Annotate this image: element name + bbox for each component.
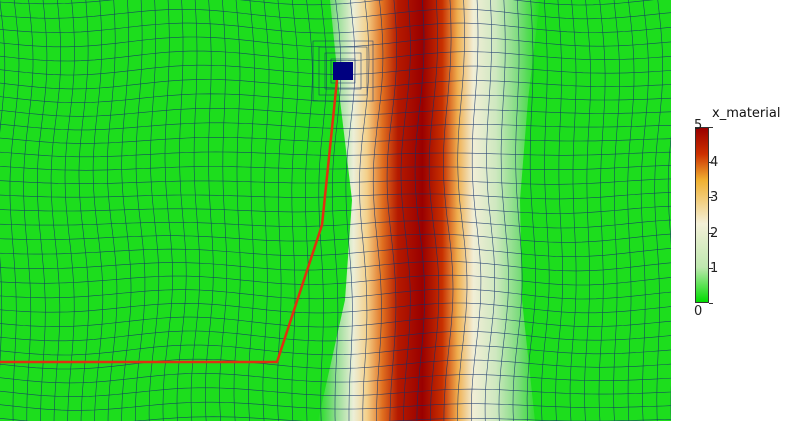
colorbar-tick-label: 1 xyxy=(710,260,719,276)
mesh-line-horizontal xyxy=(0,192,671,200)
mesh-line-horizontal xyxy=(0,50,671,62)
mesh-line-horizontal xyxy=(0,205,671,214)
mesh-line-horizontal xyxy=(0,219,671,229)
mesh-line-horizontal xyxy=(0,8,671,20)
mesh-line-horizontal xyxy=(0,233,671,243)
mesh-line-horizontal xyxy=(0,316,671,328)
mesh-line-horizontal xyxy=(0,22,671,34)
colorbar-tick-label: 0 xyxy=(694,304,703,319)
legend-panel xyxy=(671,0,800,421)
mesh-line-horizontal xyxy=(0,274,671,286)
mesh-line-horizontal xyxy=(0,261,671,272)
mesh-line-horizontal xyxy=(0,302,671,314)
colorbar-tick-label: 3 xyxy=(710,190,719,206)
mesh-line-horizontal xyxy=(0,330,671,342)
mesh-refinement-ring xyxy=(312,40,374,102)
mesh-line-horizontal xyxy=(0,288,671,300)
mesh-line-horizontal xyxy=(0,358,671,370)
colorbar-tick-mark xyxy=(709,197,713,199)
mesh-refinement-ring xyxy=(324,52,362,90)
mesh-line-horizontal xyxy=(0,344,671,356)
mesh-line-horizontal xyxy=(0,401,671,411)
material-band xyxy=(318,0,540,421)
colorbar xyxy=(695,127,709,303)
colorbar-tick-label: 4 xyxy=(710,155,719,171)
mesh-line-horizontal xyxy=(0,178,671,185)
mesh-line-horizontal xyxy=(0,373,671,384)
colorbar-tick-mark xyxy=(709,303,713,304)
crack-path xyxy=(0,79,339,364)
mesh-plot xyxy=(0,0,671,421)
mesh-line-vertical xyxy=(0,0,6,369)
legend-title: x_material xyxy=(712,106,781,121)
mesh-refinement-ring xyxy=(330,58,356,84)
colorbar-tick-mark xyxy=(709,127,713,128)
material-band-fill xyxy=(318,0,540,421)
refinement-marker xyxy=(333,62,353,80)
colorbar-tick-label: 5 xyxy=(694,118,703,133)
mesh-line-horizontal xyxy=(0,387,671,397)
mesh-viewport[interactable] xyxy=(0,0,671,421)
colorbar-tick-mark xyxy=(709,162,713,164)
mesh-line-horizontal xyxy=(0,165,671,171)
colorbar-tick-mark xyxy=(709,267,713,269)
colorbar-tick-label: 2 xyxy=(710,225,719,241)
mesh-line-horizontal xyxy=(0,247,671,257)
mesh-line-horizontal xyxy=(0,0,655,6)
colorbar-tick-mark xyxy=(709,232,713,234)
mesh-refinement-ring xyxy=(318,46,368,96)
